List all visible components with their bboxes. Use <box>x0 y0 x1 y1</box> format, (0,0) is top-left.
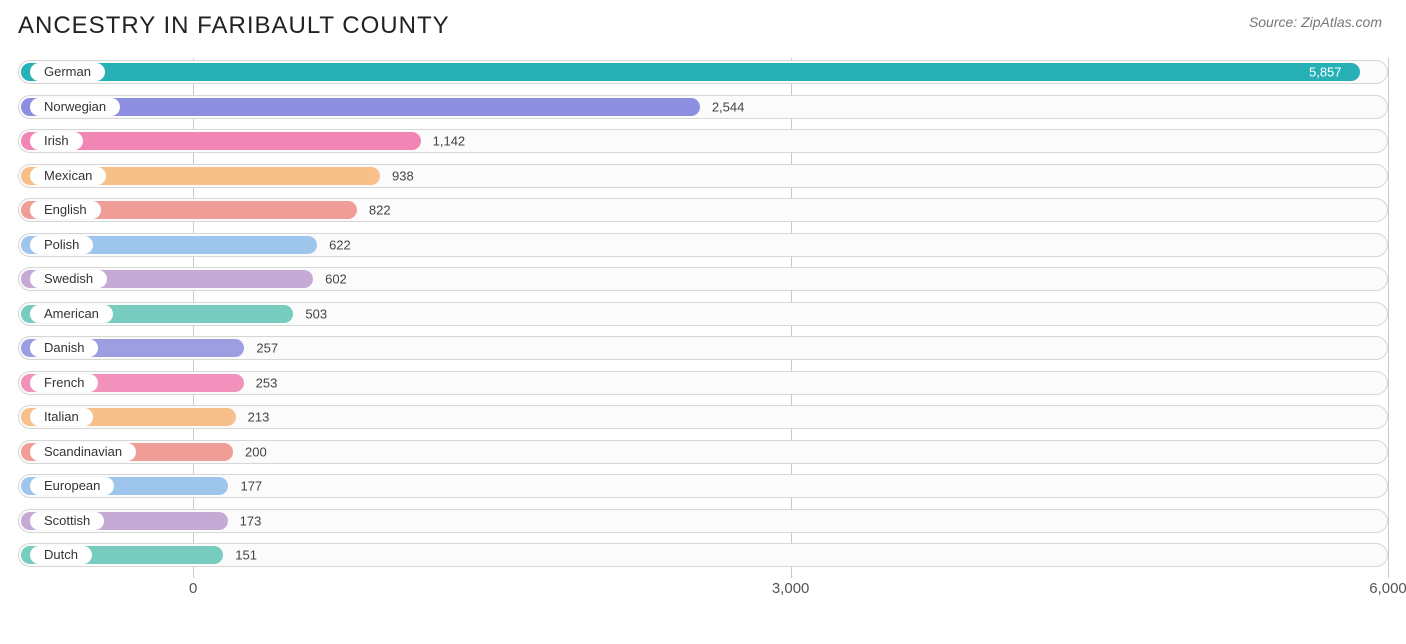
header: ANCESTRY IN FARIBAULT COUNTY Source: Zip… <box>18 12 1388 40</box>
category-label: Scandinavian <box>30 443 136 461</box>
value-label: 151 <box>235 548 257 563</box>
chart-title: ANCESTRY IN FARIBAULT COUNTY <box>18 12 450 40</box>
bar-row: American 503 <box>18 300 1388 328</box>
x-tick-label: 3,000 <box>772 580 810 597</box>
x-axis: 03,0006,000 <box>18 580 1388 604</box>
category-label: American <box>30 305 113 323</box>
bar-row: Swedish 602 <box>18 265 1388 293</box>
value-label: 257 <box>256 341 278 356</box>
bar-row: Polish 622 <box>18 231 1388 259</box>
plot-region: German 5,857 Norwegian 2,544 Irish 1,142 Mexic… <box>18 58 1388 578</box>
category-label: Mexican <box>30 167 106 185</box>
category-label: European <box>30 477 114 495</box>
value-label: 173 <box>240 513 262 528</box>
value-label: 200 <box>245 444 267 459</box>
bar-row: Norwegian 2,544 <box>18 93 1388 121</box>
value-label: 503 <box>305 306 327 321</box>
bar-fill <box>21 63 1360 81</box>
source-attribution: Source: ZipAtlas.com <box>1249 14 1382 30</box>
category-label: Scottish <box>30 512 104 530</box>
chart-area: German 5,857 Norwegian 2,544 Irish 1,142 Mexic… <box>18 58 1388 608</box>
category-label: Polish <box>30 236 93 254</box>
bar-row: Italian 213 <box>18 403 1388 431</box>
value-label: 2,544 <box>712 99 745 114</box>
value-label: 938 <box>392 168 414 183</box>
category-label: German <box>30 63 105 81</box>
bar-row: European 177 <box>18 472 1388 500</box>
value-label: 253 <box>256 375 278 390</box>
bar-row: Danish 257 <box>18 334 1388 362</box>
bar-row: English 822 <box>18 196 1388 224</box>
value-label: 622 <box>329 237 351 252</box>
chart-container: ANCESTRY IN FARIBAULT COUNTY Source: Zip… <box>0 0 1406 616</box>
gridline <box>1388 58 1389 578</box>
category-label: Danish <box>30 339 98 357</box>
category-label: English <box>30 201 101 219</box>
bar-row: Dutch 151 <box>18 541 1388 569</box>
x-tick-label: 0 <box>189 580 197 597</box>
category-label: Italian <box>30 408 93 426</box>
value-label: 177 <box>240 479 262 494</box>
bar-row: French 253 <box>18 369 1388 397</box>
bar-row: Irish 1,142 <box>18 127 1388 155</box>
bar-track <box>18 543 1388 567</box>
value-label: 1,142 <box>433 134 466 149</box>
bar-row: Scottish 173 <box>18 507 1388 535</box>
value-label: 602 <box>325 272 347 287</box>
value-label: 5,857 <box>1309 65 1342 80</box>
bar-fill <box>21 98 700 116</box>
bar-row: Scandinavian 200 <box>18 438 1388 466</box>
x-tick-label: 6,000 <box>1369 580 1406 597</box>
category-label: Dutch <box>30 546 92 564</box>
category-label: Swedish <box>30 270 107 288</box>
category-label: Norwegian <box>30 98 120 116</box>
category-label: Irish <box>30 132 83 150</box>
bar-row: German 5,857 <box>18 58 1388 86</box>
category-label: French <box>30 374 98 392</box>
value-label: 213 <box>248 410 270 425</box>
bar-row: Mexican 938 <box>18 162 1388 190</box>
value-label: 822 <box>369 203 391 218</box>
